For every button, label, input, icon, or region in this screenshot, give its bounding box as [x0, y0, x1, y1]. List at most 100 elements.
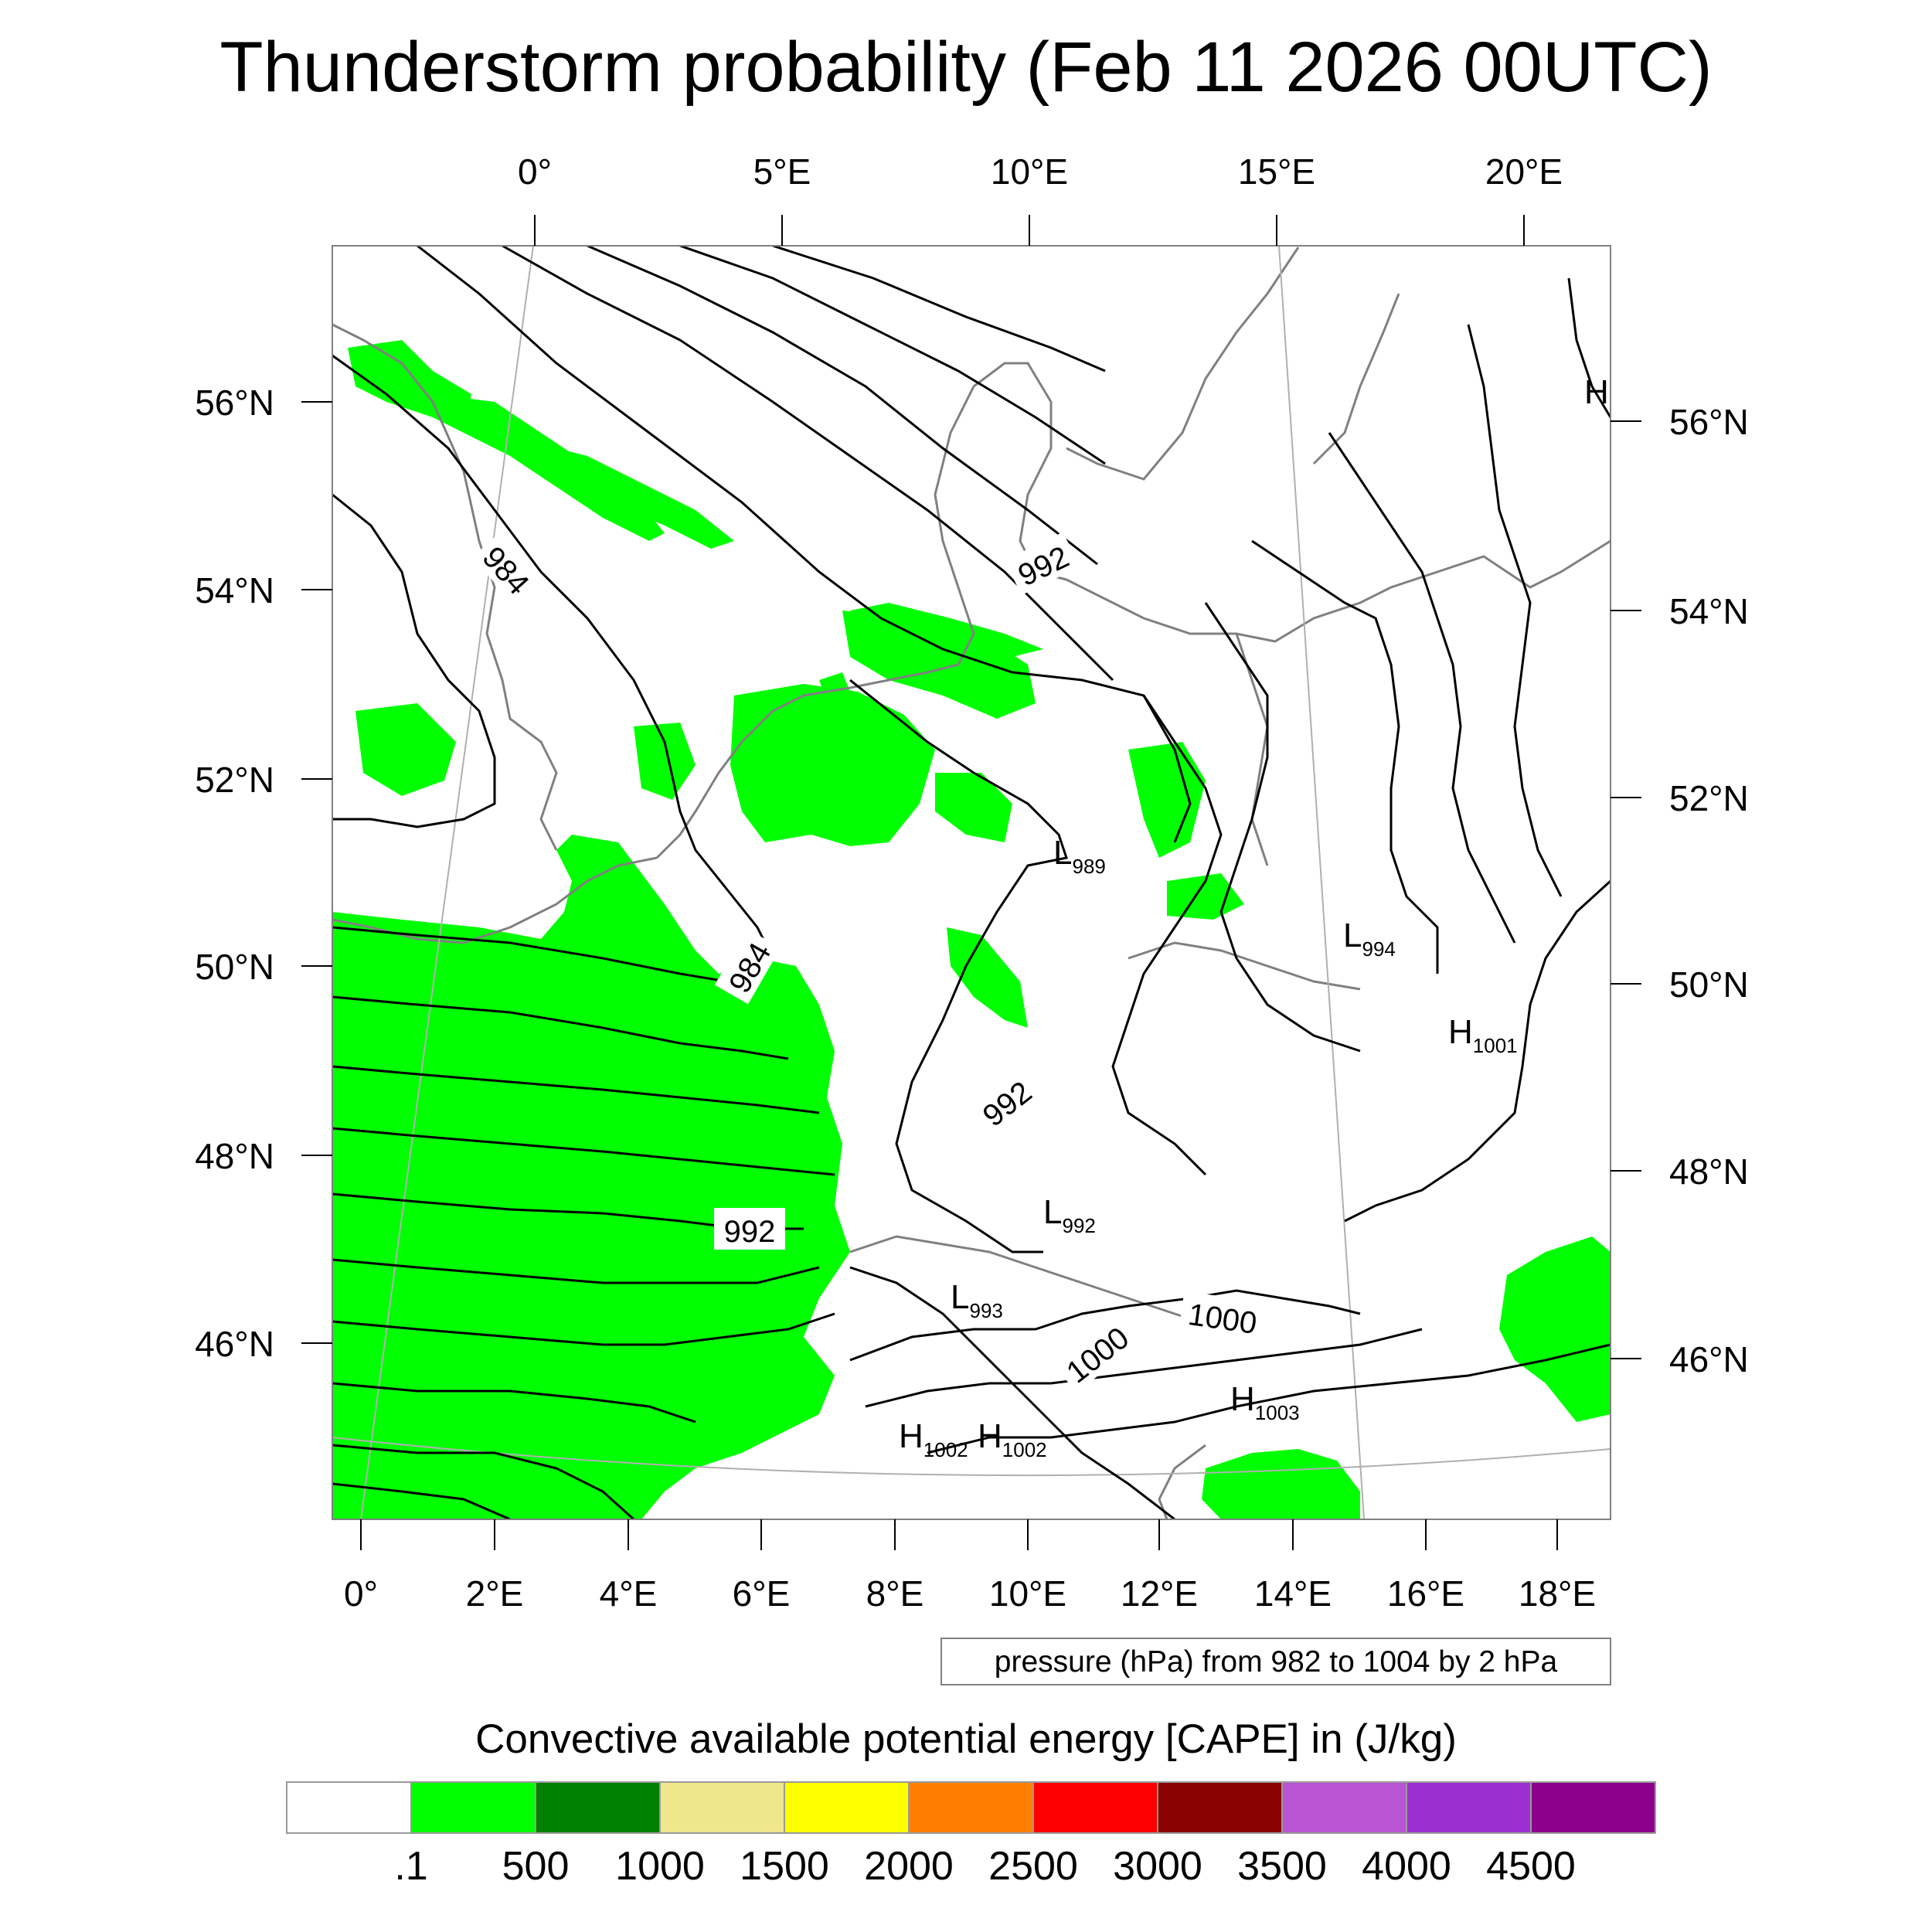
colorbar-swatch [1530, 1781, 1656, 1834]
isobar [927, 1343, 1611, 1454]
plot-frame [332, 245, 1611, 1520]
bottom-lon-label: 14°E [1254, 1573, 1332, 1614]
isobar [332, 1258, 820, 1284]
bottom-lon-label: 6°E [733, 1573, 791, 1614]
colorbar-swatch [1157, 1781, 1283, 1834]
cape-region-yorkshire [819, 672, 858, 723]
isobar [332, 1127, 835, 1176]
cape-region-adriatic [1202, 1449, 1360, 1519]
isobar [332, 995, 789, 1060]
graticule-meridian-0 [360, 246, 534, 1519]
colorbar-labels: .1 500 1000 1500 2000 2500 3000 3500 400… [394, 1844, 1576, 1889]
right-lat-label: 54°N [1669, 591, 1749, 631]
pressure-center-low-993: L993 [951, 1278, 1003, 1322]
isobar [587, 246, 1098, 566]
isobar-984-north [332, 354, 774, 959]
top-lon-labels: 0° 5°E 10°E 15°E 20°E [518, 151, 1563, 192]
isobar [865, 1328, 1423, 1408]
colorbar-label: 1500 [740, 1844, 829, 1889]
isobars [332, 246, 1611, 1519]
colorbar-swatch [1032, 1781, 1158, 1834]
graticule-meridian-15e [1278, 246, 1365, 1519]
pressure-center-high-edge: H [1584, 373, 1609, 411]
left-axis [301, 401, 332, 1344]
bottom-lon-labels: 0° 2°E 4°E 6°E 8°E 10°E 12°E 14°E 16°E 1… [344, 1573, 1596, 1614]
cape-region-northsea-streak-1 [433, 394, 665, 541]
colorbar-swatch [908, 1781, 1034, 1834]
isobar [1328, 432, 1516, 944]
colorbar-swatch [784, 1781, 910, 1834]
pressure-center-low-992: L992 [1043, 1193, 1096, 1237]
pressure-centers: L989 L994 H1001 L992 L993 H1003 H1002 H1… [899, 373, 1609, 1461]
coastline-sweden-east [1312, 293, 1400, 465]
contour-label-992-france: 992 [724, 1215, 776, 1249]
isobar [332, 1482, 511, 1519]
isobar [1344, 879, 1611, 1223]
isobar [772, 246, 1106, 372]
cape-region-hungary [1499, 1236, 1611, 1422]
top-lon-label: 10°E [991, 151, 1068, 192]
isobar [332, 1312, 835, 1346]
left-lat-labels: 56°N 54°N 52°N 50°N 48°N 46°N [195, 383, 274, 1364]
graticule-parallel-45n [332, 1437, 1611, 1477]
isobar [1111, 695, 1223, 1176]
isobar [679, 246, 1106, 465]
pressure-center-low-989: L989 [1053, 834, 1106, 878]
isobar [332, 1444, 635, 1519]
pressure-center-low-994: L994 [1343, 917, 1396, 961]
cape-region-northsea-streak-2 [526, 440, 734, 549]
bottom-lon-label: 4°E [600, 1573, 658, 1614]
cape-region-denmark-coast [850, 603, 1043, 657]
colorbar-title: Convective available potential energy [C… [475, 1716, 1457, 1762]
chart-title: Thunderstorm probability (Feb 11 2026 00… [219, 28, 1712, 107]
left-lat-label: 54°N [195, 570, 274, 611]
bottom-lon-label: 16°E [1387, 1573, 1464, 1614]
isobar-992 [849, 679, 1068, 1253]
isobar [332, 493, 496, 828]
right-lat-label: 52°N [1669, 778, 1749, 818]
colorbar-swatch [535, 1781, 661, 1834]
isobar [332, 926, 727, 983]
right-lat-labels: 56°N 54°N 52°N 50°N 48°N 46°N [1669, 402, 1749, 1379]
colorbar-label: 1000 [615, 1844, 705, 1889]
isobar [1251, 539, 1439, 974]
colorbar-swatch [1406, 1781, 1532, 1834]
cape-region-southwest [332, 835, 850, 1519]
pressure-center-high-1002-east: H1002 [978, 1417, 1047, 1461]
cape-region-germany-center [935, 773, 1012, 842]
isobar [1467, 324, 1563, 897]
contour-info-box: pressure (hPa) from 982 to 1004 by 2 hPa [940, 1638, 1611, 1685]
colorbar-label: 2000 [864, 1844, 954, 1889]
colorbar-label: 2500 [988, 1844, 1078, 1889]
colorbar [286, 1781, 1656, 1834]
pressure-center-high-1001: H1001 [1448, 1013, 1518, 1057]
isobar [417, 246, 1192, 843]
top-lon-label: 20°E [1485, 151, 1563, 192]
left-lat-label: 52°N [195, 760, 274, 800]
cape-region-poland-west [1128, 742, 1206, 858]
colorbar-label: 4500 [1486, 1844, 1576, 1889]
cape-region-rhine [947, 927, 1028, 1028]
coastline-great-britain-east [332, 323, 558, 851]
cape-fill-regions [332, 340, 1611, 1519]
colorbar-swatch [410, 1781, 536, 1834]
right-lat-label: 48°N [1669, 1151, 1749, 1192]
colorbar-swatch [659, 1781, 785, 1834]
left-lat-label: 56°N [195, 383, 274, 423]
contour-info-text: pressure (hPa) from 982 to 1004 by 2 hPa [995, 1645, 1558, 1679]
coastline-sweden-south [1066, 247, 1300, 481]
left-lat-label: 46°N [195, 1324, 274, 1364]
colorbar-label: 500 [502, 1844, 570, 1889]
colorbar-label: 3000 [1113, 1844, 1202, 1889]
bottom-lon-label: 8°E [866, 1573, 924, 1614]
isobar [849, 1266, 1175, 1519]
colorbar-label: 3500 [1237, 1844, 1327, 1889]
top-axis [534, 215, 1525, 246]
cape-region-dutch-coast [634, 723, 696, 800]
colorbar-swatch [1281, 1781, 1407, 1834]
top-lon-label: 0° [518, 151, 552, 192]
isobar [502, 246, 1114, 682]
pressure-center-high-1003: H1003 [1230, 1380, 1300, 1424]
border-germany-poland [1235, 633, 1269, 866]
